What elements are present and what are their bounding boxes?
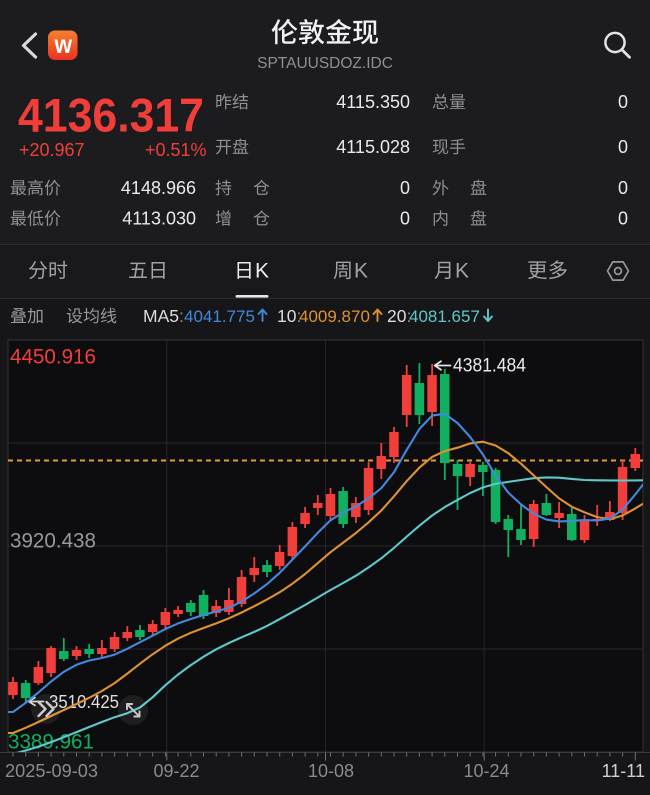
svg-text:4113.030: 4113.030: [122, 209, 196, 229]
svg-text:+20.967: +20.967: [19, 140, 85, 160]
svg-text:K: K: [354, 260, 368, 283]
svg-text:4148.966: 4148.966: [121, 178, 196, 198]
svg-text:2025-09-03: 2025-09-03: [5, 761, 98, 781]
svg-text:10-24: 10-24: [463, 761, 509, 781]
svg-text:0: 0: [400, 178, 410, 198]
svg-text:4009.870: 4009.870: [299, 307, 370, 326]
svg-text:20:: 20:: [387, 306, 411, 326]
svg-text:w: w: [54, 31, 73, 59]
svg-text:11-11: 11-11: [602, 761, 645, 781]
svg-text:K: K: [455, 260, 469, 283]
svg-text:3920.438: 3920.438: [10, 530, 96, 553]
svg-text:0: 0: [618, 137, 628, 157]
svg-text:SPTAUUSDOZ.IDC: SPTAUUSDOZ.IDC: [257, 55, 393, 72]
svg-text:3510.425: 3510.425: [49, 692, 119, 712]
svg-text:4115.028: 4115.028: [336, 137, 410, 157]
svg-text:MA5:: MA5:: [143, 306, 184, 326]
svg-text:0: 0: [618, 209, 628, 229]
svg-text:+0.51%: +0.51%: [145, 140, 207, 160]
svg-text:4115.350: 4115.350: [336, 92, 410, 112]
svg-text:09-22: 09-22: [153, 761, 199, 781]
svg-text:4381.484: 4381.484: [453, 356, 526, 377]
svg-text:4041.775: 4041.775: [184, 307, 255, 326]
svg-text:0: 0: [618, 92, 628, 112]
svg-text:10:: 10:: [277, 306, 301, 326]
svg-text:4450.916: 4450.916: [10, 346, 96, 369]
svg-text:0: 0: [618, 178, 628, 198]
svg-text:10-08: 10-08: [308, 761, 354, 781]
svg-text:4136.317: 4136.317: [18, 89, 204, 142]
svg-text:4081.657: 4081.657: [409, 307, 480, 326]
svg-text:K: K: [255, 260, 269, 283]
svg-text:0: 0: [400, 209, 410, 229]
